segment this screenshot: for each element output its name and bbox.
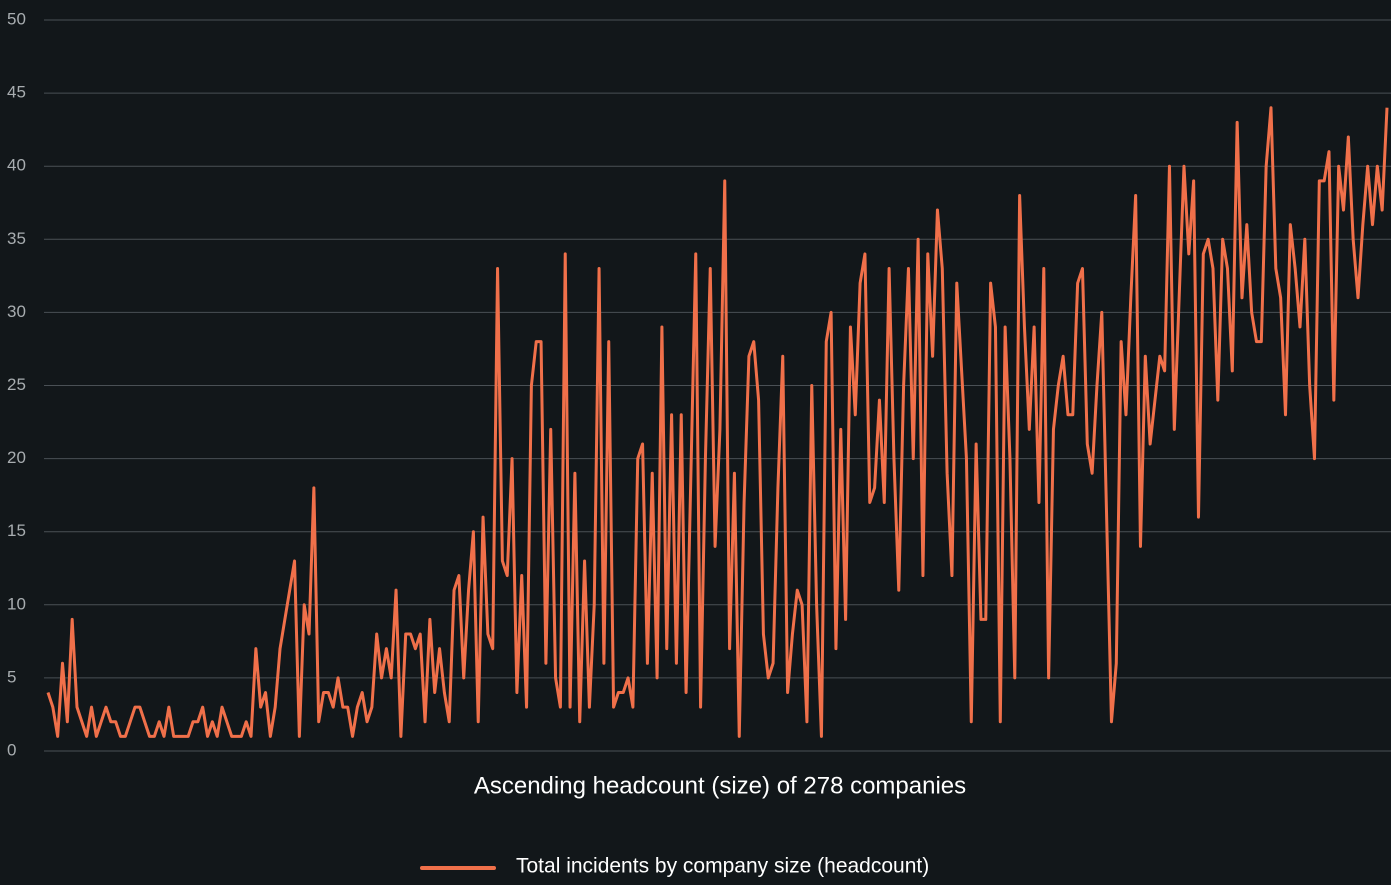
y-tick-label: 35	[7, 229, 26, 248]
x-axis-label: Ascending headcount (size) of 278 compan…	[474, 772, 966, 799]
legend-label: Total incidents by company size (headcou…	[516, 855, 929, 878]
y-tick-label: 25	[7, 375, 26, 394]
y-tick-label: 0	[7, 740, 16, 759]
y-tick-label: 10	[7, 594, 26, 613]
data-line	[46, 106, 1389, 738]
y-tick-label: 40	[7, 156, 26, 175]
y-tick-label: 50	[7, 9, 26, 28]
y-tick-label: 5	[7, 667, 16, 686]
y-tick-label: 45	[7, 83, 26, 102]
y-tick-label: 30	[7, 302, 26, 321]
y-tick-label: 20	[7, 448, 26, 467]
y-tick-label: 15	[7, 521, 26, 540]
